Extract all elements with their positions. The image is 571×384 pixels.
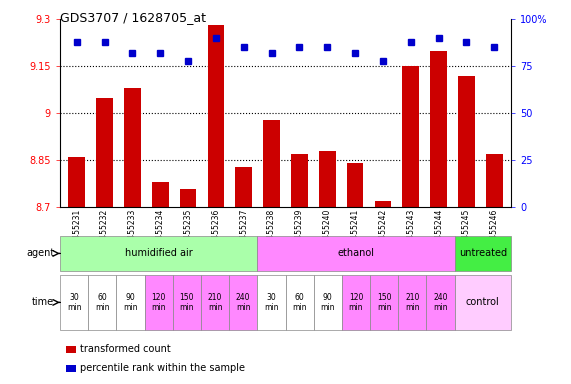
- Text: 240
min: 240 min: [433, 293, 448, 312]
- Text: 120
min: 120 min: [349, 293, 363, 312]
- Bar: [319, 151, 336, 207]
- Text: 210
min: 210 min: [405, 293, 420, 312]
- Text: transformed count: transformed count: [80, 344, 171, 354]
- Text: 210
min: 210 min: [208, 293, 222, 312]
- Text: ethanol: ethanol: [337, 248, 375, 258]
- Text: 60
min: 60 min: [95, 293, 110, 312]
- Bar: [347, 164, 364, 207]
- Text: 30
min: 30 min: [67, 293, 81, 312]
- Bar: [235, 167, 252, 207]
- Bar: [403, 66, 419, 207]
- Text: percentile rank within the sample: percentile rank within the sample: [80, 363, 245, 373]
- Text: control: control: [466, 297, 500, 308]
- Bar: [431, 51, 447, 207]
- Text: untreated: untreated: [459, 248, 507, 258]
- Bar: [96, 98, 113, 207]
- Bar: [486, 154, 502, 207]
- Text: GDS3707 / 1628705_at: GDS3707 / 1628705_at: [60, 12, 206, 25]
- Text: 120
min: 120 min: [151, 293, 166, 312]
- Bar: [291, 154, 308, 207]
- Text: 150
min: 150 min: [377, 293, 392, 312]
- Bar: [69, 157, 85, 207]
- Text: time: time: [32, 297, 54, 308]
- Bar: [124, 88, 140, 207]
- Bar: [375, 201, 391, 207]
- Text: 90
min: 90 min: [320, 293, 335, 312]
- Text: 60
min: 60 min: [292, 293, 307, 312]
- Text: 240
min: 240 min: [236, 293, 251, 312]
- Bar: [180, 189, 196, 207]
- Text: 90
min: 90 min: [123, 293, 138, 312]
- Text: 150
min: 150 min: [179, 293, 194, 312]
- Text: 30
min: 30 min: [264, 293, 279, 312]
- Bar: [152, 182, 168, 207]
- Bar: [263, 119, 280, 207]
- Text: agent: agent: [26, 248, 54, 258]
- Bar: [458, 76, 475, 207]
- Bar: [207, 25, 224, 207]
- Text: humidified air: humidified air: [124, 248, 192, 258]
